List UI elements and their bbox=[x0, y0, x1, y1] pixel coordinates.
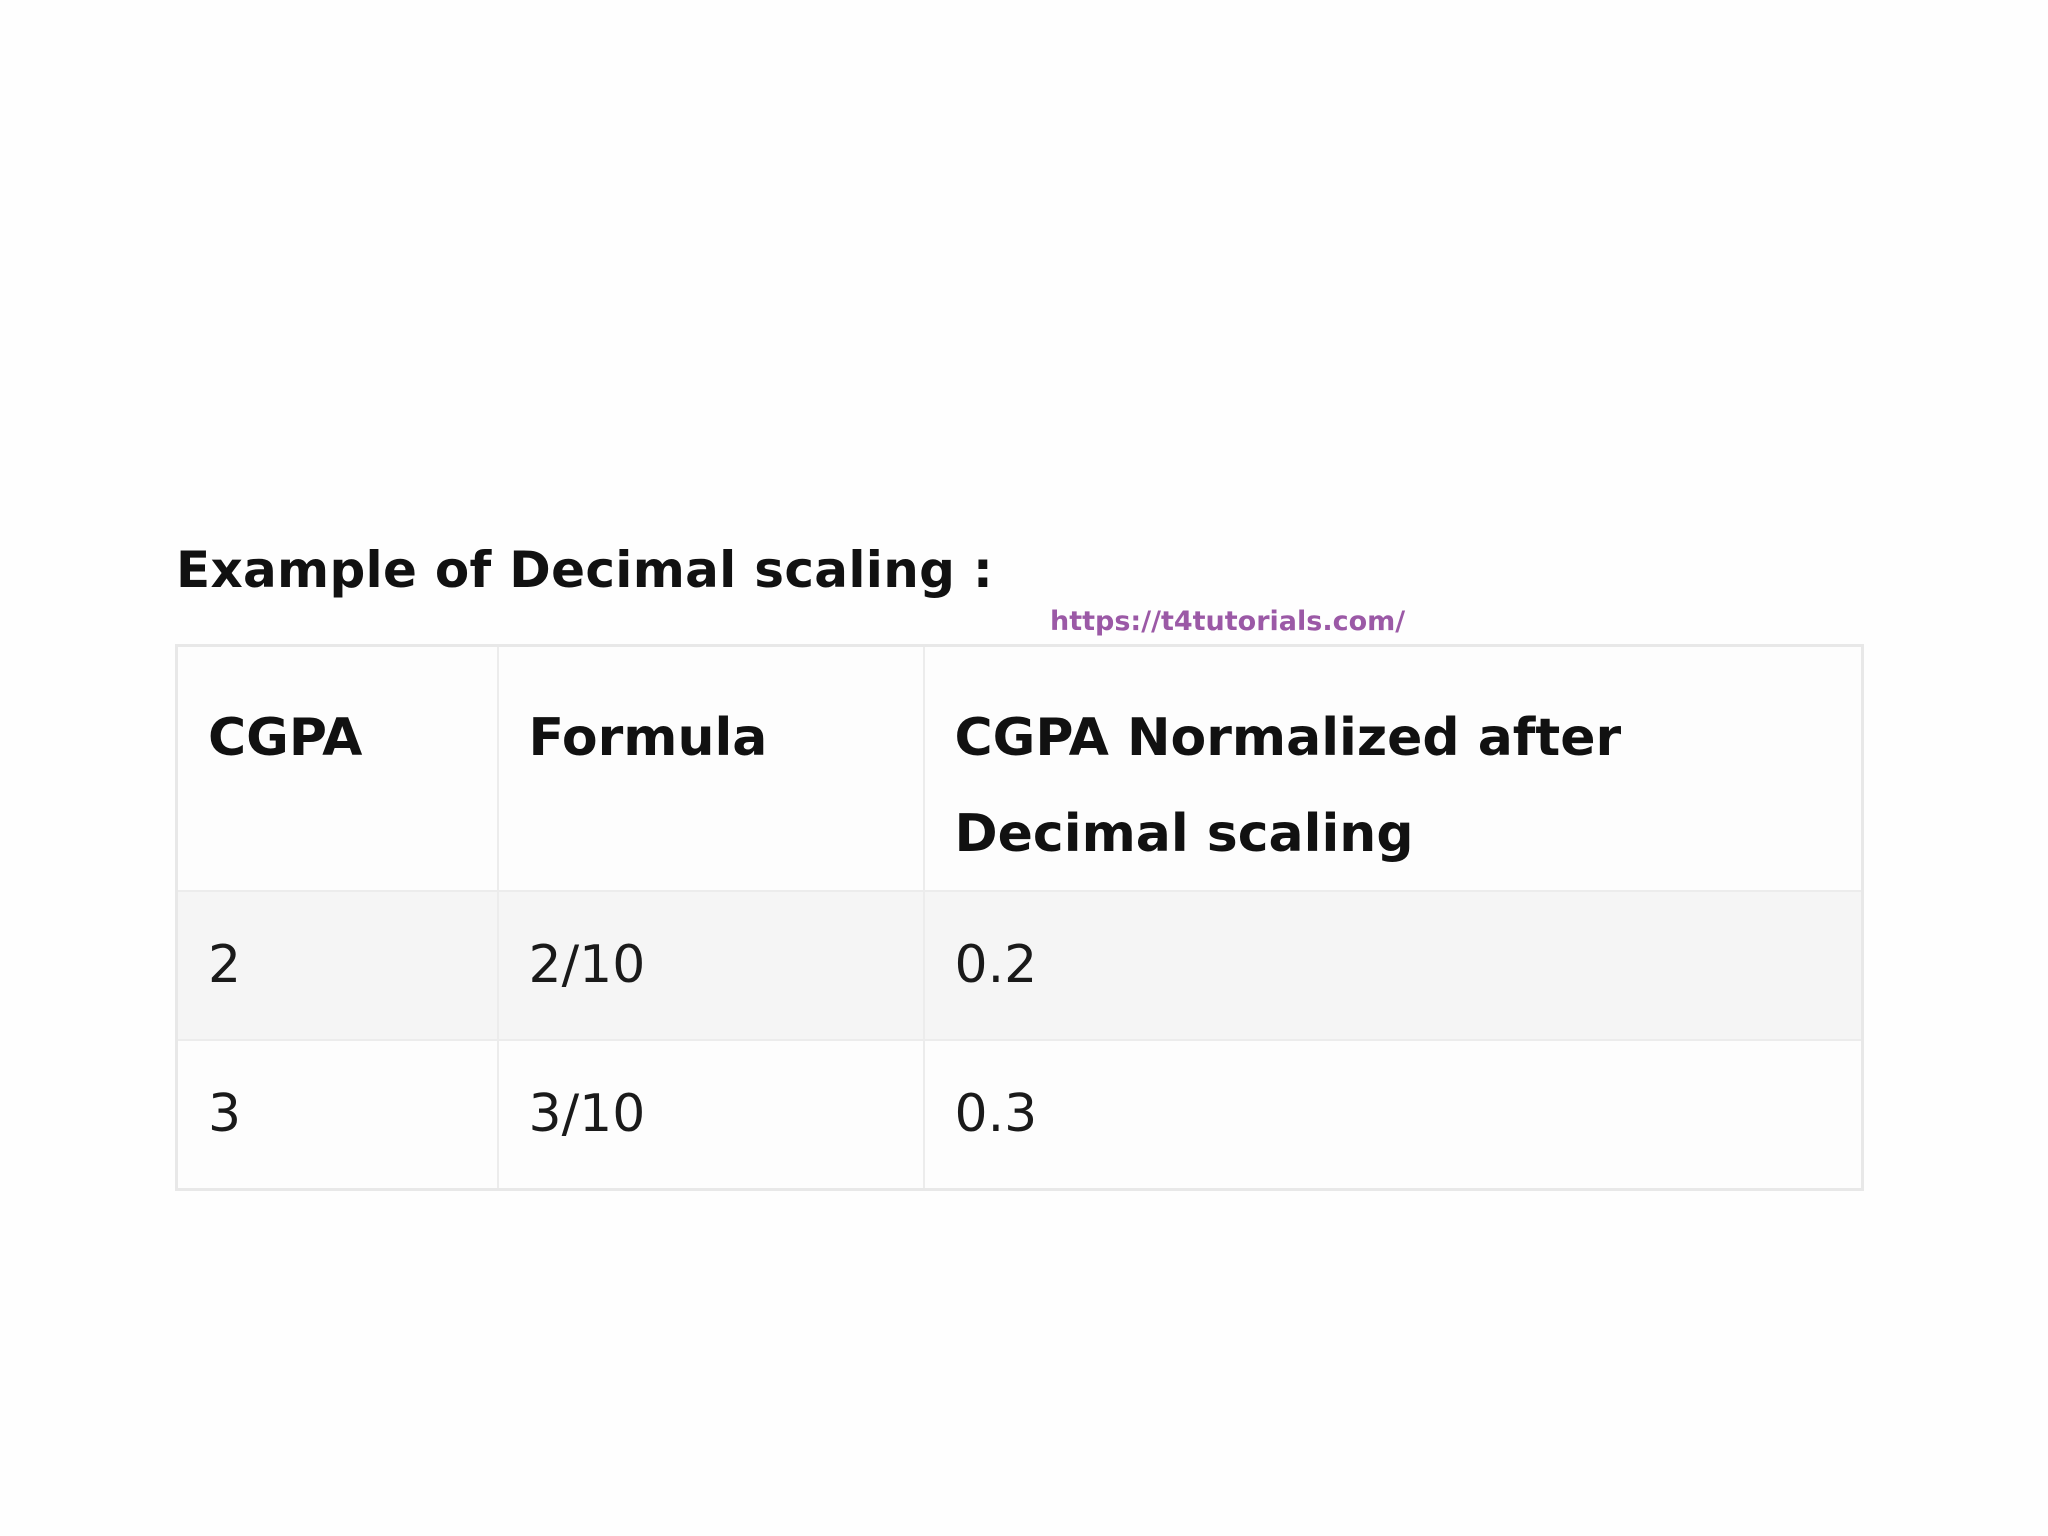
section-heading: Example of Decimal scaling : bbox=[176, 541, 994, 599]
cell-cgpa: 3 bbox=[175, 1038, 499, 1190]
column-header-normalized: CGPA Normalized after Decimal scaling bbox=[922, 644, 1864, 892]
cell-formula: 3/10 bbox=[496, 1038, 925, 1190]
cell-normalized: 0.3 bbox=[922, 1038, 1864, 1190]
cell-formula: 2/10 bbox=[496, 889, 925, 1041]
decimal-scaling-table: CGPA Formula CGPA Normalized after Decim… bbox=[175, 644, 1864, 1191]
table-row: 2 2/10 0.2 bbox=[175, 889, 1864, 1041]
cell-cgpa: 2 bbox=[175, 889, 499, 1041]
column-header-formula: Formula bbox=[496, 644, 925, 892]
column-header-cgpa: CGPA bbox=[175, 644, 499, 892]
table-header-row: CGPA Formula CGPA Normalized after Decim… bbox=[175, 644, 1864, 892]
cell-normalized: 0.2 bbox=[922, 889, 1864, 1041]
table-row: 3 3/10 0.3 bbox=[175, 1038, 1864, 1190]
watermark-url: https://t4tutorials.com/ bbox=[1050, 606, 1406, 637]
